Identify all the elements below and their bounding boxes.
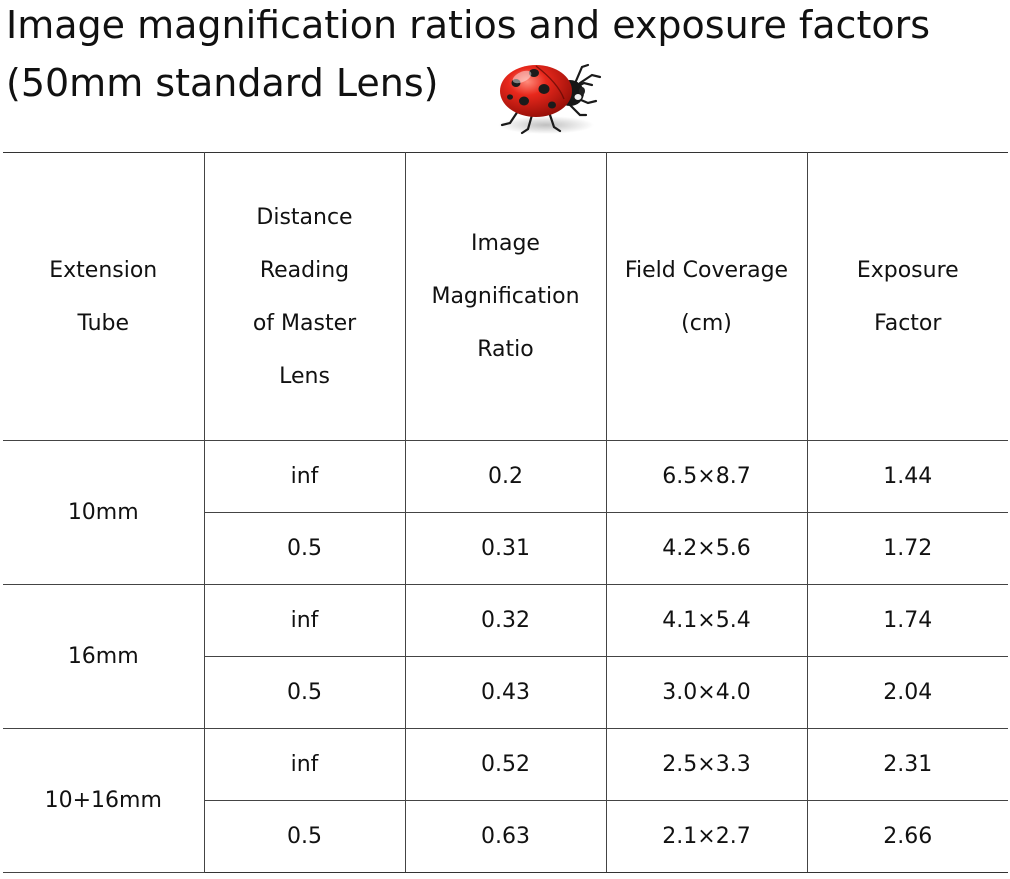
header-field-coverage: Field Coverage (cm)	[605, 152, 808, 441]
table-row: 0.5 0.43 3.0×4.0 2.04	[3, 656, 1008, 729]
table-header-row: Extension Tube Distance Reading of Maste…	[3, 152, 1008, 441]
cell-distance: 0.5	[204, 512, 406, 585]
cell-coverage: 3.0×4.0	[605, 656, 808, 729]
header-line: Tube	[77, 310, 130, 336]
header-line: Factor	[874, 310, 942, 336]
header-line: Lens	[279, 363, 330, 389]
header-line: Ratio	[477, 337, 534, 362]
header-line: Field Coverage	[624, 257, 789, 283]
table-row: 0.5 0.63 2.1×2.7 2.66	[3, 800, 1008, 873]
cell-coverage: 2.1×2.7	[605, 800, 808, 873]
header-extension-tube: Extension Tube	[3, 152, 205, 441]
cell-factor: 1.72	[806, 512, 1008, 585]
header-line: Reading	[259, 257, 350, 283]
cell-factor: 2.31	[806, 728, 1008, 801]
cell-extension-tube: 10mm	[3, 440, 205, 585]
header-line: Exposure	[856, 257, 959, 283]
page-title: Image magnification ratios and exposure …	[6, 0, 930, 112]
cell-distance: 0.5	[204, 656, 406, 729]
cell-coverage: 4.2×5.6	[605, 512, 808, 585]
cell-distance: inf	[203, 728, 406, 801]
header-magnification-ratio: Image Magnification Ratio	[404, 152, 607, 441]
cell-factor: 2.66	[806, 800, 1008, 873]
magnification-table: Extension Tube Distance Reading of Maste…	[3, 152, 1008, 873]
header-line: of Master	[252, 310, 357, 336]
cell-coverage: 2.5×3.3	[605, 728, 808, 801]
cell-coverage: 6.5×8.7	[605, 440, 808, 513]
ladybug-icon	[498, 63, 602, 135]
table-row: 10+16mm inf 0.52 2.5×3.3 2.31	[3, 728, 1008, 873]
header-line: (cm)	[681, 310, 732, 336]
cell-coverage: 4.1×5.4	[605, 584, 808, 657]
cell-factor: 2.04	[806, 656, 1008, 729]
header-line: Magnification	[431, 284, 580, 309]
cell-extension-tube: 10+16mm	[3, 728, 205, 873]
cell-distance: 0.5	[204, 800, 406, 873]
header-exposure-factor: Exposure Factor	[806, 152, 1008, 441]
table-row: 16mm inf 0.32 4.1×5.4 1.74	[3, 584, 1008, 729]
cell-ratio: 0.32	[404, 584, 607, 657]
header-line: Extension	[49, 257, 158, 283]
header-line: Distance	[256, 204, 353, 230]
cell-factor: 1.44	[806, 440, 1008, 513]
cell-ratio: 0.52	[404, 728, 607, 801]
cell-ratio: 0.31	[404, 512, 607, 585]
cell-ratio: 0.43	[404, 656, 607, 729]
table-row: 10mm inf 0.2 6.5×8.7 1.44	[3, 440, 1008, 585]
cell-distance: inf	[203, 440, 406, 513]
cell-extension-tube: 16mm	[3, 584, 205, 729]
header-distance-reading: Distance Reading of Master Lens	[203, 152, 406, 441]
cell-distance: inf	[203, 584, 406, 657]
header-line: Image	[471, 231, 540, 256]
cell-factor: 1.74	[806, 584, 1008, 657]
cell-ratio: 0.63	[404, 800, 607, 873]
title-line-2: (50mm standard Lens)	[6, 61, 439, 105]
title-line-1: Image magnification ratios and exposure …	[6, 3, 931, 47]
cell-ratio: 0.2	[404, 440, 607, 513]
